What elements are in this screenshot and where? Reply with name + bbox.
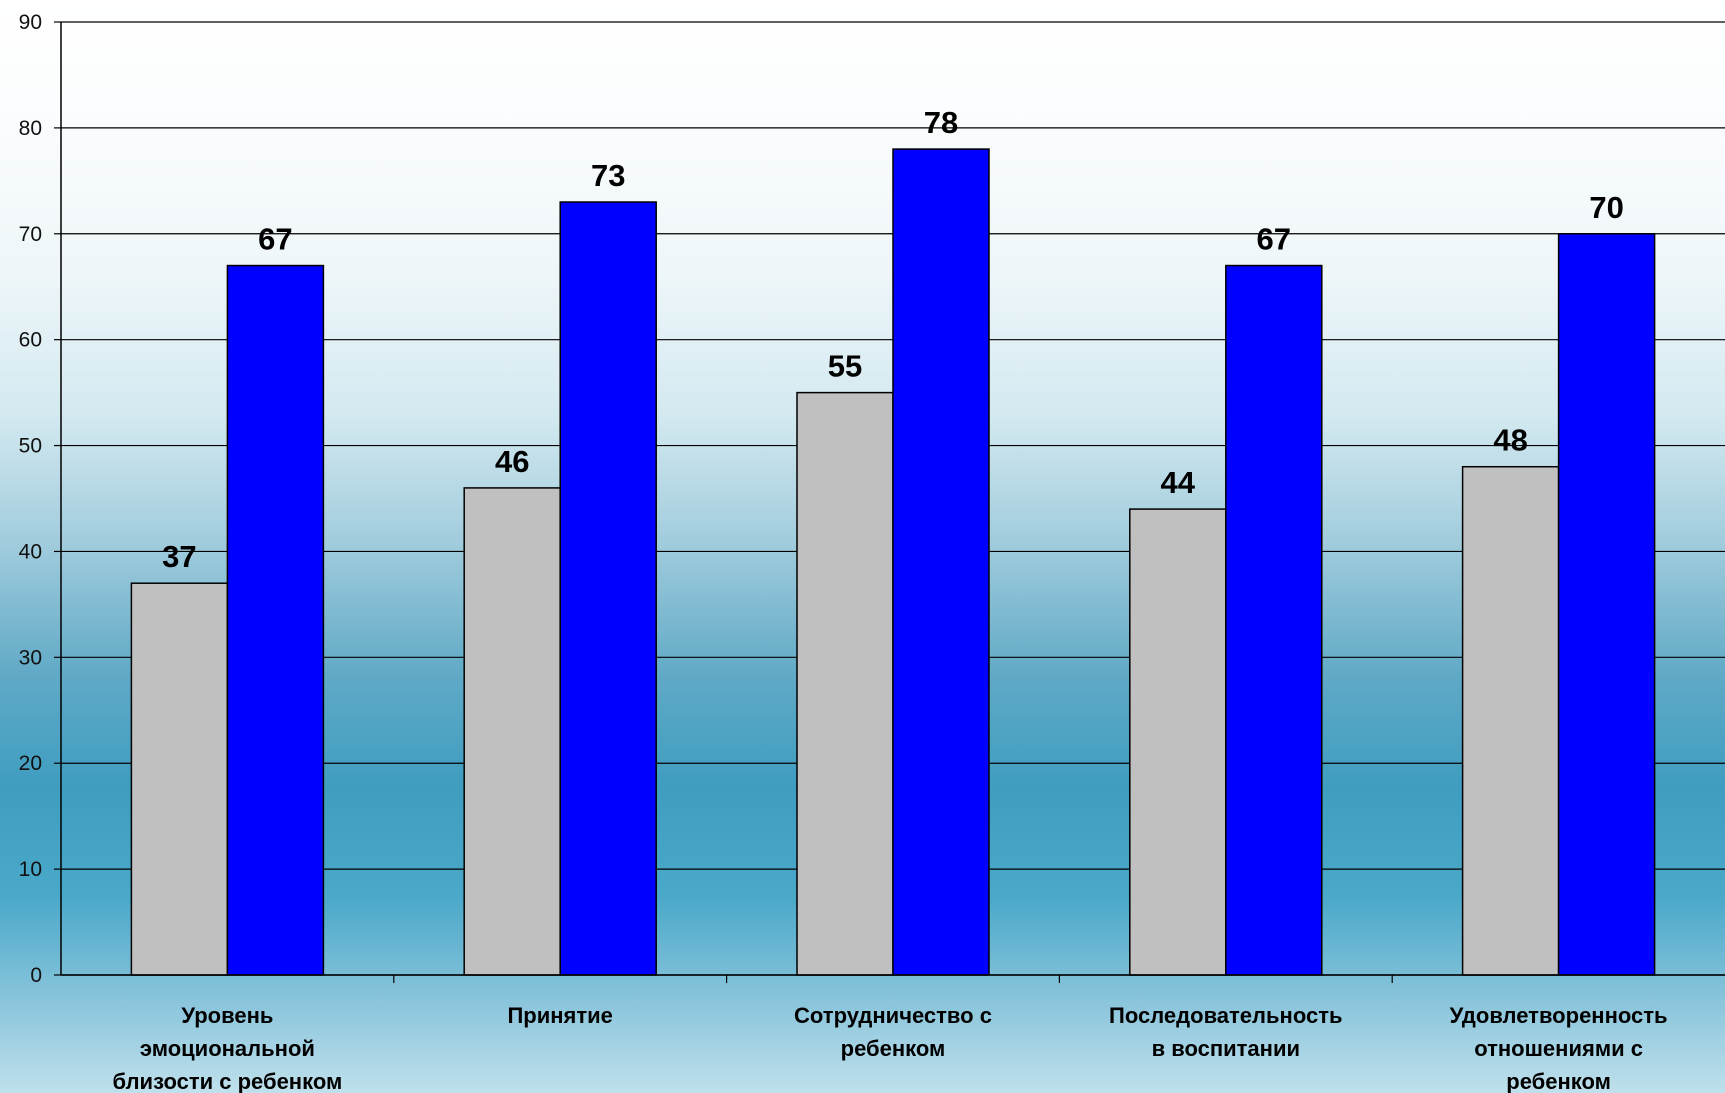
data-label: 78 [924, 105, 958, 140]
y-tick-label: 10 [19, 858, 42, 881]
bar-series-1 [130, 582, 229, 976]
x-tick-label-line: Принятие [507, 1003, 612, 1028]
y-tick-label: 80 [19, 117, 42, 140]
x-tick-label-line: отношениями с [1474, 1036, 1643, 1061]
bar-series-2 [892, 148, 990, 976]
bar-series-2 [1225, 264, 1323, 976]
data-label: 48 [1493, 423, 1527, 458]
data-label: 67 [258, 222, 292, 257]
data-label: 73 [591, 158, 625, 193]
x-tick-label: Принятие [507, 1003, 612, 1028]
bar-series-2 [1557, 233, 1656, 976]
x-tick-label-line: Удовлетворенность [1450, 1003, 1668, 1028]
bar-series-2 [226, 264, 325, 976]
bar-series-1 [1129, 508, 1227, 976]
x-tick-label-line: Сотрудничество с [794, 1003, 992, 1028]
data-label: 46 [495, 444, 529, 479]
bars [130, 148, 1656, 976]
bar-series-1 [1461, 465, 1560, 976]
y-tick-label: 70 [19, 223, 42, 246]
y-tick-label: 0 [30, 964, 42, 987]
bar-series-1 [796, 391, 894, 976]
x-tick-label-line: в воспитании [1152, 1036, 1300, 1061]
x-tick-label: Последовательность в воспитании [1109, 1003, 1342, 1061]
x-tick-label-line: Уровень [181, 1003, 273, 1028]
y-tick-label: 60 [19, 329, 42, 352]
y-axis-ticks: 0 10 20 30 40 50 60 70 80 90 [19, 11, 61, 987]
x-tick-label: Удовлетворенность отношениями с ребенком [1450, 1003, 1668, 1093]
y-tick-label: 90 [19, 11, 42, 34]
x-tick-label-line: Последовательность [1109, 1003, 1342, 1028]
y-tick-label: 40 [19, 540, 42, 563]
data-label: 67 [1257, 222, 1291, 257]
value-labels: 37 67 46 73 55 78 44 67 48 70 [162, 105, 1624, 574]
data-label: 70 [1589, 190, 1623, 225]
x-tick-label: Сотрудничество с ребенком [794, 1003, 992, 1061]
axes [60, 22, 1725, 983]
data-label: 37 [162, 539, 196, 574]
x-tick-label-line: близости с ребенком [113, 1069, 343, 1093]
data-label: 44 [1161, 465, 1196, 500]
x-tick-label-line: ребенком [841, 1036, 946, 1061]
y-tick-label: 20 [19, 752, 42, 775]
bar-series-1 [463, 487, 561, 976]
y-tick-label: 50 [19, 435, 42, 458]
x-tick-label-line: эмоциональной [140, 1036, 315, 1061]
y-tick-label: 30 [19, 646, 42, 669]
data-label: 55 [828, 349, 862, 384]
x-tick-label: Уровень эмоциональной близости с ребенком [113, 1003, 343, 1093]
bar-series-2 [559, 201, 657, 976]
x-tick-label-line: ребенком [1506, 1069, 1611, 1093]
x-axis-labels: Уровень эмоциональной близости с ребенком П… [113, 1003, 1668, 1093]
